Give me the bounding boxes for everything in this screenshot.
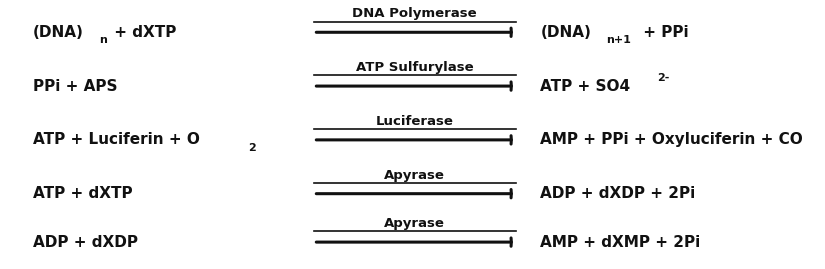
Text: ATP + SO4: ATP + SO4: [540, 79, 630, 94]
Text: ADP + dXDP: ADP + dXDP: [33, 235, 138, 250]
Text: (DNA): (DNA): [540, 25, 592, 40]
Text: AMP + PPi + Oxyluciferin + CO: AMP + PPi + Oxyluciferin + CO: [540, 132, 808, 147]
Text: Luciferase: Luciferase: [375, 115, 454, 128]
Text: n: n: [99, 35, 106, 45]
Text: (DNA): (DNA): [33, 25, 84, 40]
Text: + PPi: + PPi: [638, 25, 689, 40]
Text: + dXTP: + dXTP: [109, 25, 177, 40]
Text: 2-: 2-: [657, 73, 669, 83]
Text: ADP + dXDP + 2Pi: ADP + dXDP + 2Pi: [540, 186, 695, 201]
Text: DNA Polymerase: DNA Polymerase: [352, 7, 477, 20]
Text: Apyrase: Apyrase: [384, 169, 445, 182]
Text: n+1: n+1: [606, 35, 631, 45]
Text: Apyrase: Apyrase: [384, 217, 445, 230]
Text: 2: 2: [248, 143, 256, 153]
Text: AMP + dXMP + 2Pi: AMP + dXMP + 2Pi: [540, 235, 700, 250]
Text: ATP Sulfurylase: ATP Sulfurylase: [356, 61, 474, 74]
Text: PPi + APS: PPi + APS: [33, 79, 117, 94]
Text: ATP + Luciferin + O: ATP + Luciferin + O: [33, 132, 200, 147]
Text: ATP + dXTP: ATP + dXTP: [33, 186, 133, 201]
